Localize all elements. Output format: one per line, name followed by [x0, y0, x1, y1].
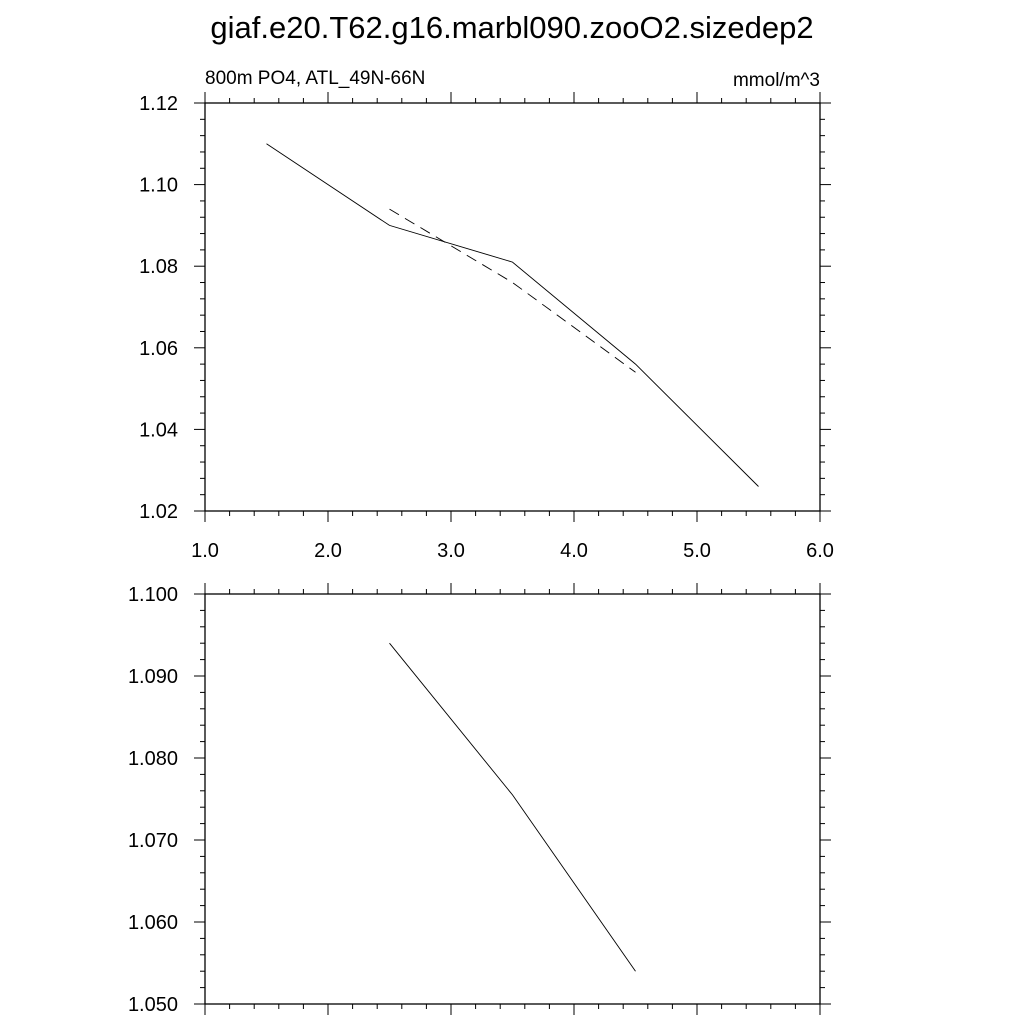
x-tick-label: 6.0 [806, 540, 834, 562]
series-line-dashed [389, 208, 636, 373]
y-tick-label: 1.12 [139, 93, 178, 115]
y-tick-label: 1.050 [128, 994, 178, 1016]
y-tick-label: 1.10 [139, 175, 178, 197]
series-line-solid [266, 143, 759, 487]
y-tick-label: 1.070 [128, 830, 178, 852]
panel-top-units-label: mmol/m^3 [733, 70, 820, 91]
panel-bottom: 1.050 1.060 1.070 1.080 1.090 1.100 [128, 583, 831, 1016]
y-tick-label: 1.02 [139, 501, 178, 523]
y-tick-label: 1.090 [128, 666, 178, 688]
figure-title: giaf.e20.T62.g16.marbl090.zooO2.sizedep2 [210, 10, 813, 45]
x-tick-label: 2.0 [314, 540, 342, 562]
plot-frame [204, 102, 821, 512]
y-tick-label: 1.08 [139, 256, 178, 278]
x-tick-label: 1.0 [191, 540, 219, 562]
plot-frame [204, 593, 821, 1005]
x-tick-label: 3.0 [437, 540, 465, 562]
panel-top: 800m PO4, ATL_49N-66N mmol/m^3 1.0 2.0 3.0… [139, 68, 834, 562]
x-tick-label: 5.0 [683, 540, 711, 562]
y-tick-label: 1.100 [128, 584, 178, 606]
y-tick-label: 1.04 [139, 419, 178, 441]
y-tick-label: 1.080 [128, 748, 178, 770]
y-tick-label: 1.060 [128, 912, 178, 934]
y-tick-label: 1.06 [139, 338, 178, 360]
x-tick-label: 4.0 [560, 540, 588, 562]
series-line-solid [389, 642, 636, 972]
panel-top-left-label: 800m PO4, ATL_49N-66N [205, 68, 425, 89]
